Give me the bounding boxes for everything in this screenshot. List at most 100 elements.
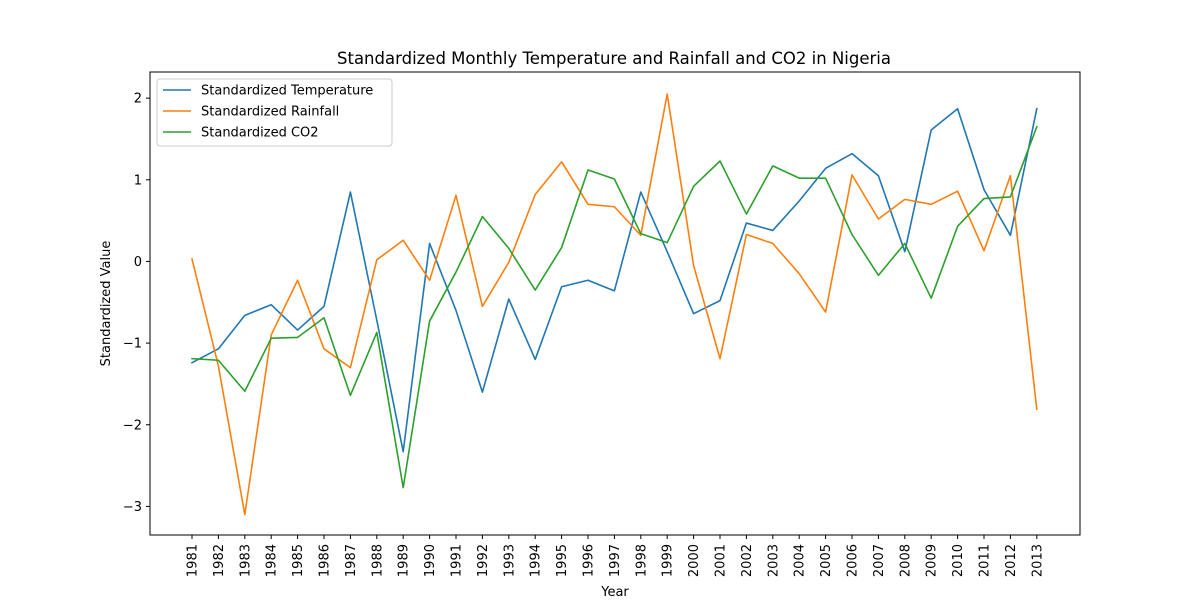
x-tick-label: 1986 xyxy=(318,544,333,577)
data-point xyxy=(902,197,907,202)
series-lines xyxy=(190,92,1039,517)
y-tick-label: 2 xyxy=(134,92,142,107)
data-point xyxy=(902,241,907,246)
data-point xyxy=(322,346,327,351)
data-point xyxy=(1008,233,1013,238)
x-tick-label: 1982 xyxy=(212,544,227,577)
x-tick-label: 1984 xyxy=(265,544,280,577)
data-point xyxy=(665,92,670,97)
data-point xyxy=(929,127,934,132)
x-tick-label: 1995 xyxy=(555,544,570,577)
data-point xyxy=(216,358,221,363)
data-point xyxy=(559,159,564,164)
data-point xyxy=(269,302,274,307)
data-point xyxy=(876,173,881,178)
x-tick-label: 2003 xyxy=(766,544,781,577)
data-point xyxy=(718,298,723,303)
data-point xyxy=(797,176,802,181)
y-tick-label: −1 xyxy=(123,337,142,352)
y-tick-label: 0 xyxy=(134,255,142,270)
x-tick-label: 1996 xyxy=(582,544,597,577)
data-point xyxy=(770,241,775,246)
x-tick-label: 1999 xyxy=(661,544,676,577)
x-tick-label: 1988 xyxy=(370,544,385,577)
data-point xyxy=(850,232,855,237)
data-point xyxy=(586,278,591,283)
data-point xyxy=(929,202,934,207)
data-point xyxy=(374,330,379,335)
x-tick-label: 2011 xyxy=(978,544,993,577)
data-point xyxy=(242,313,247,318)
data-point xyxy=(1034,106,1039,111)
data-point xyxy=(427,278,432,283)
legend-box xyxy=(156,78,393,147)
data-point xyxy=(480,390,485,395)
data-point xyxy=(1008,173,1013,178)
data-point xyxy=(797,271,802,276)
x-tick-label: 2012 xyxy=(1004,544,1019,577)
data-point xyxy=(638,231,643,236)
data-point xyxy=(427,319,432,324)
x-tick-label: 2001 xyxy=(714,544,729,577)
data-point xyxy=(718,159,723,164)
legend-label-2: Standardized CO2 xyxy=(201,126,319,141)
data-point xyxy=(454,270,459,275)
data-point xyxy=(929,296,934,301)
data-point xyxy=(190,256,195,261)
data-point xyxy=(559,245,564,250)
data-point xyxy=(1008,194,1013,199)
data-point xyxy=(216,363,221,368)
x-tick-label: 2005 xyxy=(819,544,834,577)
x-tick-label: 2010 xyxy=(951,544,966,577)
x-tick-label: 2000 xyxy=(687,544,702,577)
chart-title: Standardized Monthly Temperature and Rai… xyxy=(337,49,891,68)
x-tick-label: 1992 xyxy=(476,544,491,577)
data-point xyxy=(348,393,353,398)
data-point xyxy=(295,328,300,333)
data-point xyxy=(744,212,749,217)
data-point xyxy=(691,263,696,268)
series-line-2 xyxy=(191,125,1038,489)
data-point xyxy=(876,273,881,278)
data-point xyxy=(797,199,802,204)
x-tick-label: 2002 xyxy=(740,544,755,577)
legend-label-1: Standardized Rainfall xyxy=(201,105,339,120)
data-point xyxy=(902,249,907,254)
x-tick-label: 1997 xyxy=(608,544,623,577)
y-axis-ticks: −3 −2 −1 0 1 2 xyxy=(123,92,150,515)
data-point xyxy=(770,228,775,233)
y-axis-label: Standardized Value xyxy=(99,241,114,367)
data-point xyxy=(691,184,696,189)
y-tick-label: −3 xyxy=(123,500,142,515)
data-point xyxy=(533,288,538,293)
data-point xyxy=(955,189,960,194)
data-point xyxy=(480,214,485,219)
x-tick-label: 2006 xyxy=(846,544,861,577)
series-line-1 xyxy=(191,93,1038,516)
data-point xyxy=(982,196,987,201)
x-tick-label: 1991 xyxy=(450,544,465,577)
data-point xyxy=(559,284,564,289)
data-point xyxy=(744,221,749,226)
data-point xyxy=(454,308,459,313)
data-point xyxy=(533,357,538,362)
data-point xyxy=(586,202,591,207)
data-point xyxy=(982,187,987,192)
data-point xyxy=(638,190,643,195)
data-point xyxy=(955,106,960,111)
data-point xyxy=(506,246,511,251)
data-point xyxy=(480,304,485,309)
data-point xyxy=(744,232,749,237)
data-point xyxy=(374,318,379,323)
data-point xyxy=(295,278,300,283)
data-point xyxy=(612,288,617,293)
data-point xyxy=(242,512,247,517)
data-point xyxy=(823,310,828,315)
x-tick-label: 1985 xyxy=(291,544,306,577)
data-point xyxy=(982,248,987,253)
data-point xyxy=(823,176,828,181)
data-point xyxy=(506,260,511,265)
data-point xyxy=(665,249,670,254)
data-point xyxy=(586,167,591,172)
